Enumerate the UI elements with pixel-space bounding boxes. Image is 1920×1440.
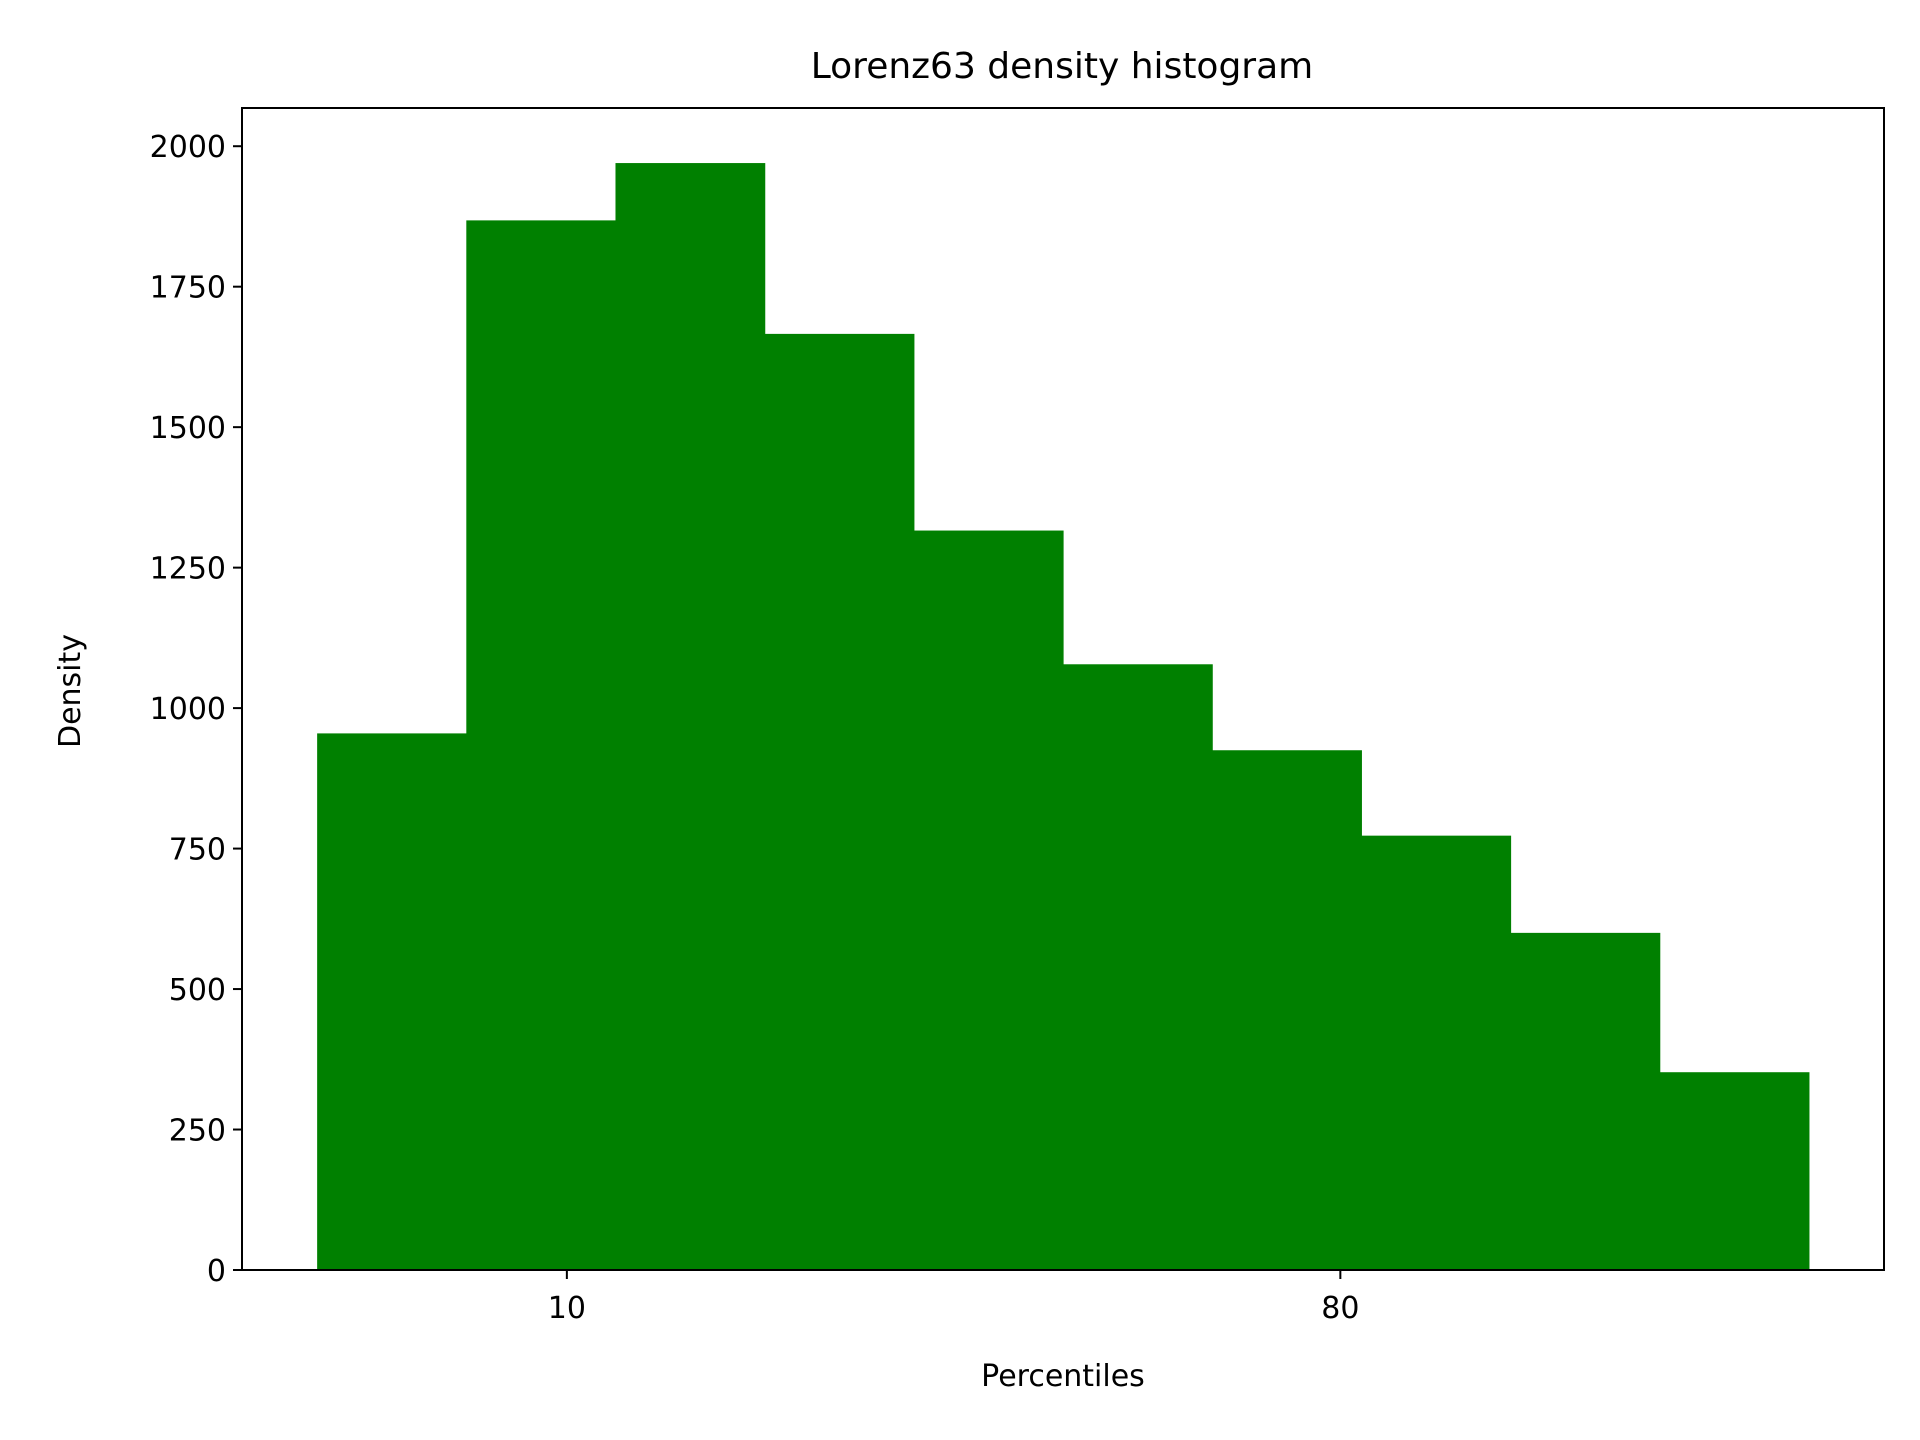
histogram-bar [764, 333, 915, 1270]
histogram-bar [615, 163, 766, 1270]
y-tick-label: 2000 [150, 130, 226, 165]
y-tick-label: 1500 [150, 411, 226, 446]
histogram-bar [913, 530, 1064, 1270]
histogram-bar [317, 733, 467, 1270]
plot-frame [241, 107, 1885, 1271]
x-axis-label: Percentiles [981, 1359, 1145, 1394]
x-axis: 10 80 [548, 1270, 1359, 1326]
bars-group [317, 163, 1810, 1270]
x-tick-label: 10 [548, 1291, 586, 1326]
histogram-bar [1212, 750, 1362, 1270]
histogram-bar [1063, 664, 1213, 1270]
y-tick-label: 0 [207, 1254, 226, 1289]
histogram-bar [1510, 932, 1661, 1270]
x-tick-label: 80 [1321, 1291, 1359, 1326]
y-tick-label: 1250 [150, 552, 226, 587]
y-tick-label: 250 [169, 1114, 226, 1149]
histogram-bar [1361, 835, 1512, 1270]
histogram-bar [466, 220, 617, 1270]
y-tick-label: 500 [169, 973, 226, 1008]
y-axis-label: Density [53, 634, 88, 748]
chart-title: Lorenz63 density histogram [811, 46, 1314, 87]
y-tick-label: 750 [169, 833, 226, 868]
histogram-bar [1659, 1072, 1810, 1270]
y-axis: 0 250 500 750 1000 1250 1500 1750 2000 [150, 130, 242, 1289]
y-tick-label: 1750 [150, 271, 226, 306]
y-tick-label: 1000 [150, 692, 226, 727]
